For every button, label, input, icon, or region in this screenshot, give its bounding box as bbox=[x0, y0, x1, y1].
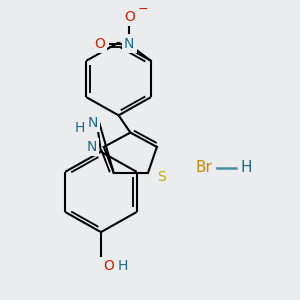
Text: N: N bbox=[87, 140, 97, 154]
Text: −: − bbox=[138, 3, 148, 16]
Text: H: H bbox=[74, 121, 85, 135]
Text: N: N bbox=[124, 37, 134, 51]
Text: O: O bbox=[103, 259, 114, 273]
Text: H: H bbox=[240, 160, 252, 175]
Text: S: S bbox=[158, 169, 166, 184]
Text: Br: Br bbox=[196, 160, 212, 175]
Text: N: N bbox=[88, 116, 98, 130]
Text: H: H bbox=[117, 259, 128, 273]
Text: O: O bbox=[124, 10, 135, 24]
Text: O: O bbox=[94, 37, 105, 51]
